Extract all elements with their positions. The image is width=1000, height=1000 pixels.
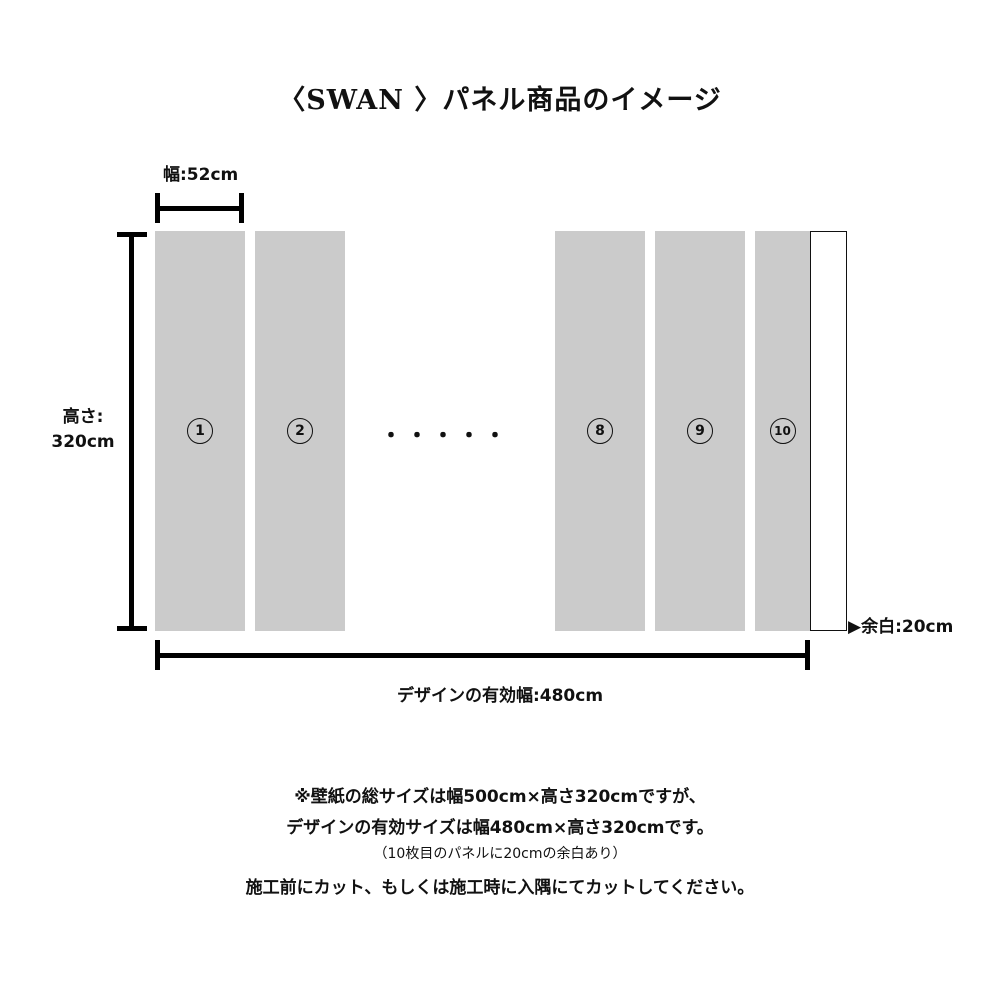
panel-number: 9 xyxy=(687,418,713,444)
panel-number: 10 xyxy=(769,418,796,444)
panel-number: 2 xyxy=(287,418,313,444)
panel-number: 1 xyxy=(187,418,213,444)
panel-1: 1 xyxy=(155,231,245,631)
panel-8: 8 xyxy=(555,231,645,631)
note-line-4: 施工前にカット、もしくは施工時に入隅にてカットしてください。 xyxy=(245,878,755,898)
note-line-3: （10枚目のパネルに20cmの余白あり） xyxy=(373,846,627,862)
height-label: 高さ: 320cm xyxy=(51,407,115,452)
margin-area xyxy=(810,231,847,631)
panel-2: 2 xyxy=(255,231,345,631)
panel-9: 9 xyxy=(655,231,745,631)
effective-width-label: デザインの有効幅:480cm xyxy=(396,686,604,706)
note-line-1: ※壁紙の総サイズは幅500cm×高さ320cmですが、 xyxy=(294,787,706,807)
margin-label: ▶余白:20cm xyxy=(848,617,954,637)
ellipsis: ・・・・・ xyxy=(380,424,511,449)
width-label: 幅:52cm xyxy=(163,165,239,185)
note-line-2: デザインの有効サイズは幅480cm×高さ320cmです。 xyxy=(286,818,714,838)
panel-number: 8 xyxy=(587,418,613,444)
panel-10: 10 xyxy=(755,231,810,631)
page-title: 〈SWAN 〉パネル商品のイメージ xyxy=(278,85,722,116)
